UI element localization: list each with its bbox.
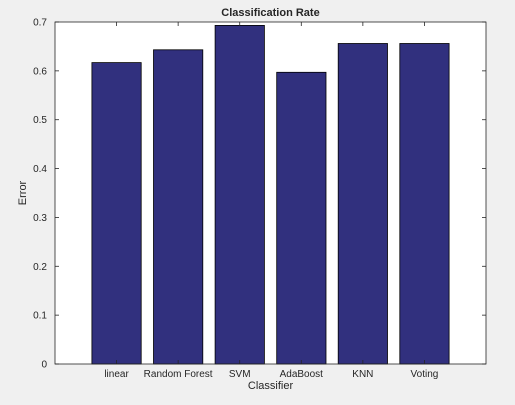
x-tick-label: linear xyxy=(104,369,129,380)
y-tick-label: 0.3 xyxy=(33,213,47,224)
bars-group xyxy=(91,24,450,365)
bar-voting xyxy=(399,43,450,365)
x-tick-label: AdaBoost xyxy=(280,369,324,380)
axes-lines xyxy=(54,21,487,365)
x-tick-label: KNN xyxy=(352,369,373,380)
y-tick-label: 0.6 xyxy=(33,66,47,77)
axes-box xyxy=(54,21,487,365)
y-tick-label: 0.1 xyxy=(33,311,47,322)
x-ticks: linear Random Forest SVM AdaBoost KNN Voting xyxy=(104,22,438,380)
y-tick-label: 0.2 xyxy=(33,262,47,273)
y-tick-label: 0.7 xyxy=(33,18,47,29)
y-ticks: 0 0.1 0.2 0.3 0.4 0.5 0.6 0.7 xyxy=(33,18,486,371)
x-axis-label: Classifier xyxy=(248,380,294,392)
x-tick-label: Random Forest xyxy=(144,369,213,380)
bar-svm xyxy=(214,24,265,365)
bar-linear xyxy=(91,62,142,365)
x-tick-label: SVM xyxy=(229,369,251,380)
chart-title: Classification Rate xyxy=(221,7,319,19)
y-tick-label: 0 xyxy=(41,360,47,371)
bar-random-forest xyxy=(153,49,204,365)
y-axis-label: Error xyxy=(17,180,29,205)
y-tick-label: 0.4 xyxy=(33,164,47,175)
bar-adaboost xyxy=(276,71,327,365)
y-tick-label: 0.5 xyxy=(33,115,47,126)
bar-knn xyxy=(337,43,388,365)
x-tick-label: Voting xyxy=(411,369,439,380)
